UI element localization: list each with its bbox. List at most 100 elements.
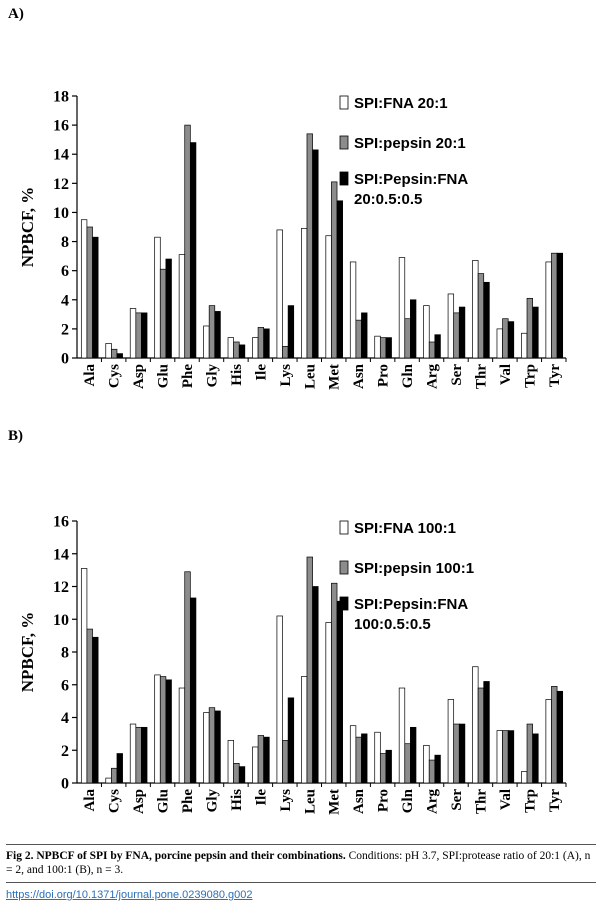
chart-a-category-label: Lys: [278, 364, 294, 387]
chart-b-category-label: Glu: [156, 789, 172, 813]
chart-b-category-label: Tyr: [547, 789, 563, 812]
chart-a-bar-3: [238, 344, 246, 359]
chart-b-category-label: Leu: [302, 789, 318, 814]
chart-b-bar-1: [80, 568, 88, 784]
chart-b-legend-label-1: SPI:FNA 100:1: [354, 520, 456, 537]
chart-a-bar-2: [282, 346, 289, 359]
chart-a-legend-label-1: SPI:FNA 20:1: [354, 95, 448, 112]
chart-b-bar-3: [410, 726, 417, 784]
chart-b-y-tick-label: 2: [61, 743, 69, 760]
chart-a-bar-2: [379, 337, 387, 359]
chart-b-bar-1: [325, 622, 332, 784]
chart-b-bar-3: [336, 600, 343, 784]
chart-b-bar-2: [355, 736, 362, 784]
chart-a-bar-3: [92, 236, 99, 359]
chart-b-category-label: Phe: [180, 789, 196, 814]
chart-a-bar-3: [361, 312, 368, 359]
chart-a-bar-3: [483, 281, 490, 359]
chart-a-bar-3: [385, 337, 392, 359]
chart-b-y-tick-label: 14: [53, 546, 69, 563]
chart-b-bar-1: [129, 723, 137, 784]
chart-b-bar-2: [551, 686, 558, 784]
chart-a-bar-2: [233, 341, 240, 359]
chart-b-bar-3: [385, 749, 392, 784]
chart-b-category-label: Ala: [82, 789, 98, 812]
chart-b-bar-1: [521, 771, 528, 784]
chart-b-bar-2: [208, 707, 216, 784]
chart-a-category-label: Val: [498, 364, 514, 385]
chart-b-bar-1: [227, 740, 234, 784]
chart-b-bar-1: [496, 730, 503, 784]
chart-b-bar-2: [135, 726, 142, 784]
chart-b-bar-2: [379, 753, 387, 784]
chart-b-bar-1: [178, 687, 186, 784]
chart-b-bar-1: [203, 712, 210, 784]
chart-a-bar-3: [116, 353, 123, 359]
chart-a-bar-3: [141, 312, 148, 359]
chart-b-bar-1: [301, 676, 308, 784]
chart-b-bar-3: [116, 753, 123, 784]
chart-a: 0 2 4 6 8 10 12 14 16 18 NPBCF, % Ala Cys Asp Glu Phe Gl…: [18, 89, 567, 390]
chart-b-y-axis-title: NPBCF, %: [18, 612, 37, 693]
chart-b-bar-2: [282, 740, 289, 784]
chart-a-y-axis-title: NPBCF, %: [18, 187, 37, 268]
chart-a-bar-3: [312, 149, 319, 359]
chart-a-bar-2: [257, 327, 265, 359]
chart-b-bar-3: [165, 679, 172, 784]
chart-b-legend-swatch-1: [339, 520, 349, 535]
chart-a-bar-3: [336, 200, 343, 359]
chart-a-category-label: Gln: [400, 363, 416, 388]
chart-b-legend-label-2: SPI:pepsin 100:1: [354, 560, 474, 577]
chart-b-bar-1: [154, 674, 161, 784]
chart-b-bar-1: [105, 777, 112, 784]
chart-b-category-label: Asn: [351, 788, 367, 814]
chart-a-y-tick-label: 14: [53, 147, 69, 164]
chart-b-bar-1: [423, 744, 430, 784]
caption-top-rule: [6, 844, 596, 845]
chart-a-category-label: Pro: [376, 364, 392, 387]
chart-a-bar-2: [526, 297, 533, 359]
chart-b-bar-3: [434, 754, 441, 784]
chart-b-bar-2: [86, 628, 93, 784]
chart-a-y-tick-label: 6: [61, 263, 69, 280]
chart-a-bar-3: [287, 305, 295, 359]
chart-b-bar-2: [306, 556, 313, 784]
chart-a-y-tick-label: 2: [61, 321, 69, 338]
chart-b-bar-1: [398, 687, 406, 784]
doi-link[interactable]: https://doi.org/10.1371/journal.pone.023…: [6, 889, 253, 901]
chart-b-bar-1: [349, 725, 357, 784]
chart-b-category-label: Gly: [204, 789, 220, 813]
chart-a-category-label: Ser: [449, 364, 465, 386]
chart-a-category-label: Asn: [351, 363, 367, 389]
chart-a-bar-2: [331, 181, 338, 359]
chart-a-bar-1: [496, 328, 503, 359]
chart-a-bar-2: [306, 133, 313, 359]
chart-a-y-tick-label: 16: [53, 118, 69, 135]
chart-b-bar-2: [111, 767, 118, 784]
caption-text: Conditions: pH 3.7, SPI:protease ratio o…: [6, 850, 591, 876]
chart-b-y-tick-label: 16: [53, 514, 69, 531]
chart-a-bar-1: [154, 236, 161, 359]
caption-title: Fig 2. NPBCF of SPI by FNA, porcine peps…: [6, 850, 346, 862]
chart-a-legend-label-3: 20:0.5:0.5: [354, 191, 422, 208]
chart-a-bar-1: [472, 260, 479, 359]
chart-a-bar-1: [374, 335, 381, 359]
chart-a-bar-1: [545, 261, 552, 359]
chart-b-legend-label-3: 100:0.5:0.5: [354, 616, 431, 633]
chart-b-bar-2: [526, 723, 533, 784]
chart-b-bar-1: [447, 699, 455, 784]
chart-b-bar-2: [404, 743, 411, 784]
chart-a-bar-2: [135, 312, 142, 359]
chart-a-bar-1: [227, 337, 234, 359]
caption-bottom-rule: [6, 882, 596, 883]
chart-b-y-tick-label: 10: [53, 612, 69, 629]
chart-a-legend-label-3: SPI:Pepsin:FNA: [354, 171, 468, 188]
chart-a-bar-2: [404, 318, 411, 359]
chart-a-bar-2: [453, 312, 460, 359]
chart-a-y-tick-label: 8: [61, 234, 69, 251]
chart-b-bar-2: [331, 582, 338, 784]
chart-a-bar-3: [189, 142, 197, 359]
chart-b-category-label: Val: [498, 789, 514, 810]
chart-b-category-label: Cys: [107, 789, 123, 813]
chart-b-y-tick-label: 6: [61, 677, 69, 694]
